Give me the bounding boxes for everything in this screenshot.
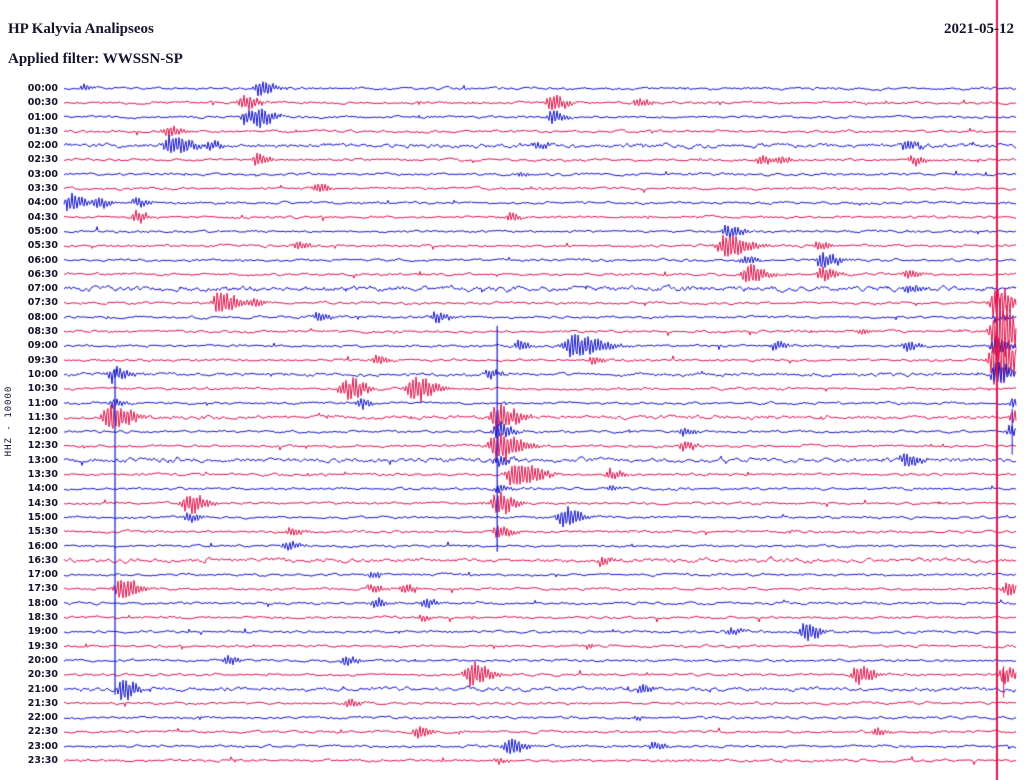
time-label: 13:00 <box>27 454 58 466</box>
time-label: 04:00 <box>27 197 58 209</box>
time-label: 15:00 <box>27 511 58 523</box>
time-label: 08:00 <box>27 311 58 323</box>
time-label: 02:30 <box>27 154 58 166</box>
time-label: 19:30 <box>27 640 58 652</box>
time-label: 09:00 <box>27 340 58 352</box>
station-title: HP Kalyvia Analipseos <box>8 21 154 37</box>
time-label: 03:30 <box>27 183 58 195</box>
time-label: 16:00 <box>27 540 58 552</box>
time-label: 12:00 <box>27 426 58 438</box>
time-label: 14:30 <box>27 497 58 509</box>
time-label: 02:00 <box>27 140 58 152</box>
time-label: 06:30 <box>27 268 58 280</box>
time-label: 23:30 <box>27 755 58 766</box>
time-label: 18:30 <box>27 612 58 624</box>
time-label: 17:30 <box>27 583 58 595</box>
time-label: 06:00 <box>27 254 58 266</box>
time-label: 04:30 <box>27 211 58 223</box>
time-label: 07:00 <box>27 283 58 295</box>
time-label: 19:00 <box>27 626 58 638</box>
time-label: 05:00 <box>27 225 58 237</box>
time-label: 11:00 <box>27 397 58 409</box>
time-label: 21:30 <box>27 697 58 709</box>
time-label: 21:00 <box>27 683 58 695</box>
time-label: 11:30 <box>27 411 58 423</box>
time-label: 12:30 <box>27 440 58 452</box>
time-label: 17:00 <box>27 569 58 581</box>
time-label: 00:30 <box>27 97 58 109</box>
time-label: 03:00 <box>27 168 58 180</box>
filter-label: Applied filter: WWSSN-SP <box>8 51 183 67</box>
time-label: 20:00 <box>27 654 58 666</box>
time-label: 23:00 <box>27 740 58 752</box>
time-label: 01:30 <box>27 125 58 137</box>
time-label: 16:30 <box>27 554 58 566</box>
time-label: 01:00 <box>27 111 58 123</box>
time-label: 18:00 <box>27 597 58 609</box>
time-label: 22:30 <box>27 726 58 738</box>
time-label: 09:30 <box>27 354 58 366</box>
time-label: 10:00 <box>27 368 58 380</box>
time-label: 08:30 <box>27 326 58 338</box>
time-label: 15:30 <box>27 526 58 538</box>
time-label: 10:30 <box>27 383 58 395</box>
time-label: 13:30 <box>27 469 58 481</box>
time-label: 07:30 <box>27 297 58 309</box>
time-label: 05:30 <box>27 240 58 252</box>
date-label: 2021-05-12 <box>944 21 1014 37</box>
time-label: 20:30 <box>27 669 58 681</box>
time-axis: 00:00 00:30 01:00 01:30 02:00 02:30 03:00 03:30… <box>0 0 61 780</box>
time-label: 22:00 <box>27 712 58 724</box>
time-label: 00:00 <box>27 83 58 94</box>
time-label: 14:00 <box>27 483 58 495</box>
